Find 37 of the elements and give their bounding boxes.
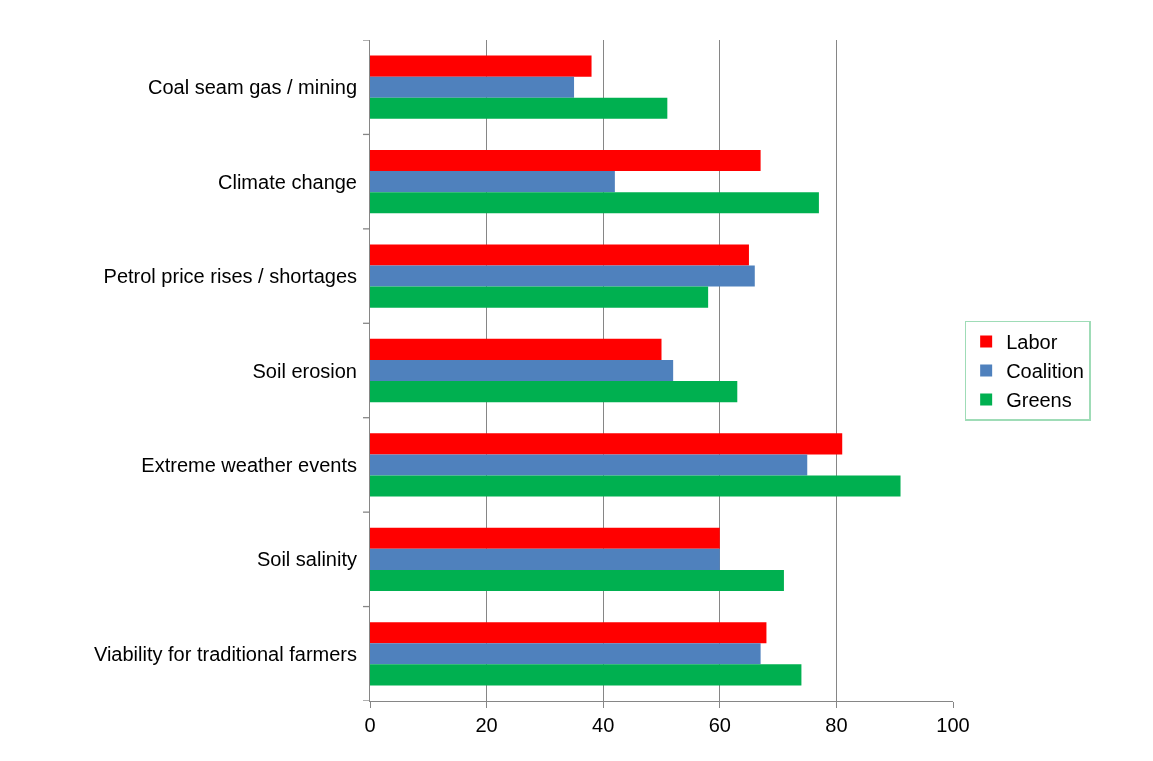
bar: [370, 265, 755, 287]
bar: [370, 454, 808, 476]
y-tick-label: Extreme weather events: [141, 453, 357, 476]
bar: [370, 97, 668, 119]
bar: [370, 338, 662, 360]
bar: [370, 664, 802, 686]
bar: [370, 622, 767, 644]
x-tick-label: 60: [708, 714, 731, 736]
bar: [370, 475, 901, 497]
x-tick-label: 100: [936, 714, 970, 736]
y-tick-label: Petrol price rises / shortages: [103, 265, 357, 288]
legend-label: Coalition: [1006, 360, 1084, 383]
y-tick-label: Soil salinity: [256, 548, 357, 571]
y-tick-label: Soil erosion: [252, 359, 357, 382]
bar: [370, 76, 575, 98]
bar: [370, 359, 674, 382]
x-tick-label: 40: [592, 714, 615, 736]
bar: [370, 244, 749, 266]
bar: [370, 192, 819, 214]
bar: [370, 527, 720, 549]
legend-label: Labor: [1006, 331, 1058, 354]
x-tick-label: 20: [475, 714, 498, 736]
bar: [370, 171, 615, 193]
x-tick-label: 0: [364, 714, 376, 736]
legend-label: Greens: [1006, 389, 1072, 412]
bar: [370, 548, 720, 570]
bar: [370, 286, 709, 308]
bar: [370, 55, 592, 77]
x-tick-label: 80: [825, 714, 848, 736]
y-tick-label: Climate change: [218, 170, 357, 193]
y-tick-label: Coal seam gas / mining: [148, 76, 357, 99]
y-tick-label: Viability for traditional farmers: [93, 642, 357, 665]
bar: [370, 643, 761, 665]
bar: [370, 569, 784, 591]
bar: [370, 433, 843, 455]
bar: [370, 381, 738, 403]
bar: [370, 150, 761, 172]
